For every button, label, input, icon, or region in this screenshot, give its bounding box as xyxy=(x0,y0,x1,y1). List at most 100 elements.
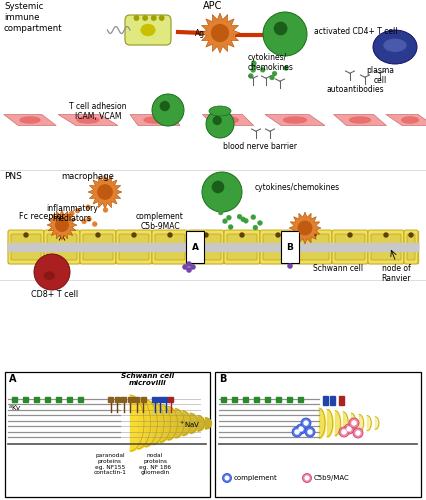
Circle shape xyxy=(187,268,192,272)
Circle shape xyxy=(98,185,112,199)
Polygon shape xyxy=(88,175,122,209)
Circle shape xyxy=(292,427,302,437)
Bar xyxy=(23,397,28,402)
Circle shape xyxy=(339,427,349,437)
Text: activated CD4+ T cell: activated CD4+ T cell xyxy=(314,28,397,36)
Text: Ag: Ag xyxy=(195,30,205,38)
Circle shape xyxy=(248,74,253,78)
Text: APC: APC xyxy=(203,1,223,11)
Circle shape xyxy=(304,421,308,425)
Ellipse shape xyxy=(350,117,370,123)
Circle shape xyxy=(349,418,359,428)
Circle shape xyxy=(251,214,256,220)
Circle shape xyxy=(253,225,258,230)
Circle shape xyxy=(212,24,228,42)
Circle shape xyxy=(305,476,309,480)
Bar xyxy=(276,397,281,402)
Circle shape xyxy=(274,22,287,34)
Circle shape xyxy=(237,214,242,219)
Bar xyxy=(5,372,210,497)
Circle shape xyxy=(299,427,303,431)
Circle shape xyxy=(276,233,280,237)
Text: node of
Ranvier: node of Ranvier xyxy=(381,264,411,283)
Text: inflammatory
mediators: inflammatory mediators xyxy=(46,204,98,224)
FancyBboxPatch shape xyxy=(299,234,329,260)
Text: autoantibodies: autoantibodies xyxy=(326,85,384,94)
Text: complement: complement xyxy=(234,475,278,481)
Bar xyxy=(186,231,204,263)
FancyBboxPatch shape xyxy=(44,230,80,264)
Ellipse shape xyxy=(144,117,166,123)
Circle shape xyxy=(159,16,164,20)
FancyBboxPatch shape xyxy=(263,234,293,260)
Circle shape xyxy=(347,427,351,431)
FancyBboxPatch shape xyxy=(125,15,171,45)
Ellipse shape xyxy=(402,117,418,123)
Circle shape xyxy=(152,16,156,20)
Circle shape xyxy=(296,424,306,434)
Bar xyxy=(215,372,421,497)
Bar xyxy=(281,231,299,263)
Circle shape xyxy=(308,430,312,434)
Polygon shape xyxy=(265,114,325,126)
FancyBboxPatch shape xyxy=(332,230,368,264)
FancyBboxPatch shape xyxy=(47,234,77,260)
Ellipse shape xyxy=(77,117,99,123)
Circle shape xyxy=(222,218,227,224)
Circle shape xyxy=(272,71,277,76)
Circle shape xyxy=(132,233,136,237)
Circle shape xyxy=(384,233,388,237)
Bar xyxy=(339,396,344,405)
Circle shape xyxy=(204,233,208,237)
Text: $^a$Kv: $^a$Kv xyxy=(8,403,22,413)
Circle shape xyxy=(202,172,242,212)
Circle shape xyxy=(86,216,92,222)
Ellipse shape xyxy=(209,106,231,116)
Bar xyxy=(8,231,418,263)
Circle shape xyxy=(96,233,100,237)
Text: $^+$NaV: $^+$NaV xyxy=(178,420,201,430)
Circle shape xyxy=(270,75,275,80)
Circle shape xyxy=(187,262,192,266)
Circle shape xyxy=(218,210,223,215)
Circle shape xyxy=(143,16,147,20)
Circle shape xyxy=(152,94,184,126)
Ellipse shape xyxy=(384,40,406,52)
Bar xyxy=(168,397,173,402)
Circle shape xyxy=(240,233,244,237)
Text: Systemic
immune
compartment: Systemic immune compartment xyxy=(4,2,63,33)
Bar xyxy=(8,243,418,251)
Bar xyxy=(67,397,72,402)
FancyBboxPatch shape xyxy=(152,230,188,264)
Polygon shape xyxy=(4,114,56,126)
Circle shape xyxy=(182,264,187,270)
FancyBboxPatch shape xyxy=(260,230,296,264)
Text: complement
C5b-9MAC: complement C5b-9MAC xyxy=(136,212,184,232)
Circle shape xyxy=(213,182,224,192)
Text: Fc receptor: Fc receptor xyxy=(19,212,65,221)
Text: A: A xyxy=(192,242,199,252)
Circle shape xyxy=(250,68,256,72)
Circle shape xyxy=(34,254,70,290)
Circle shape xyxy=(228,224,233,230)
Text: Schwann cell
microvilli: Schwann cell microvilli xyxy=(121,373,175,386)
Circle shape xyxy=(356,431,360,435)
Text: Schwann cell: Schwann cell xyxy=(313,264,363,273)
Circle shape xyxy=(344,424,354,434)
FancyBboxPatch shape xyxy=(407,234,415,260)
Circle shape xyxy=(260,68,265,72)
Polygon shape xyxy=(58,114,118,126)
Ellipse shape xyxy=(373,30,417,64)
Circle shape xyxy=(226,215,231,220)
Ellipse shape xyxy=(44,272,54,279)
Ellipse shape xyxy=(141,24,155,36)
Polygon shape xyxy=(47,210,77,240)
Polygon shape xyxy=(130,114,180,126)
Circle shape xyxy=(353,428,363,438)
Bar xyxy=(141,397,146,402)
Polygon shape xyxy=(289,212,321,244)
FancyBboxPatch shape xyxy=(227,234,257,260)
Bar xyxy=(127,397,132,402)
Bar xyxy=(323,396,328,405)
Bar xyxy=(287,397,292,402)
